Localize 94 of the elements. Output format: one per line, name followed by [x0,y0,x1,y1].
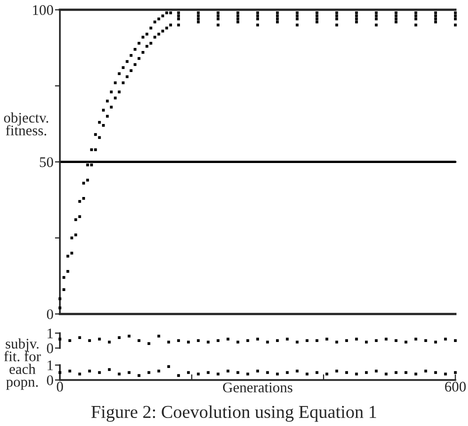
point [206,340,210,344]
point [384,338,388,340]
point [266,371,269,374]
y-axis-title: subjv. fit. for each popn. [4,338,41,390]
point [276,339,279,342]
point [147,371,150,374]
point [335,370,338,372]
point [226,370,230,372]
y-tick-label: 0 [46,343,54,354]
point [147,342,150,345]
point [374,339,378,342]
point [177,339,180,342]
point [424,370,428,372]
y-tick-label: 100 [33,5,54,15]
y-tick-label: 1 [48,360,53,370]
y-tick-label: 1 [48,328,53,338]
point [256,338,260,340]
point [286,371,289,374]
point [216,339,220,342]
point [384,372,388,376]
point [454,371,457,374]
x-axis-title: Generations [223,382,292,392]
point [246,339,250,342]
point [355,338,358,340]
point [345,371,348,374]
point [98,371,101,374]
point [404,371,408,374]
point [454,339,457,342]
point [187,340,190,344]
point [316,339,318,342]
point [246,372,250,376]
y-tick-label: 0 [46,309,54,320]
point [434,371,437,374]
caption: Figure 2: Coevolution using Equation 1 [91,405,376,422]
point [266,340,269,344]
point [364,340,368,344]
point [196,372,200,376]
point [58,371,62,374]
point [118,372,121,376]
point [434,340,437,344]
point [167,340,170,344]
point [236,371,240,374]
point [306,339,308,342]
point [68,339,72,342]
point [226,338,230,340]
point [236,340,240,344]
point [157,334,160,338]
point [394,371,398,374]
point [296,370,299,372]
point [68,370,72,372]
point [108,368,111,371]
point [444,372,447,376]
point [58,338,62,340]
point [78,372,82,376]
point [187,371,190,374]
point [345,339,348,342]
point [256,370,260,372]
point [118,336,121,339]
point [306,372,308,376]
point [128,334,130,338]
point [138,374,140,377]
point [414,338,418,340]
point [167,365,170,368]
point [394,339,398,342]
point [325,338,328,340]
point [335,340,338,344]
y-tick-label: 50 [40,157,54,168]
point [374,370,378,372]
point [414,372,418,376]
point [138,339,140,342]
point [316,371,318,374]
point [88,370,91,372]
point [216,372,220,376]
point [325,372,328,376]
point [296,340,299,344]
point [286,338,289,340]
point [206,371,210,374]
point [444,338,447,340]
point [355,372,358,376]
point [177,374,180,377]
point [108,340,111,344]
y-tick-label: 0 [46,375,54,386]
point [364,371,368,374]
point [424,339,428,342]
y-axis-title: objectv. fitness. [4,112,48,136]
point [98,338,101,340]
point [78,336,82,339]
point [88,339,91,342]
point [157,370,160,372]
point [196,339,200,342]
point [404,340,408,344]
x-tick-label: 600 [445,382,466,392]
point [128,371,130,374]
point [276,372,279,376]
